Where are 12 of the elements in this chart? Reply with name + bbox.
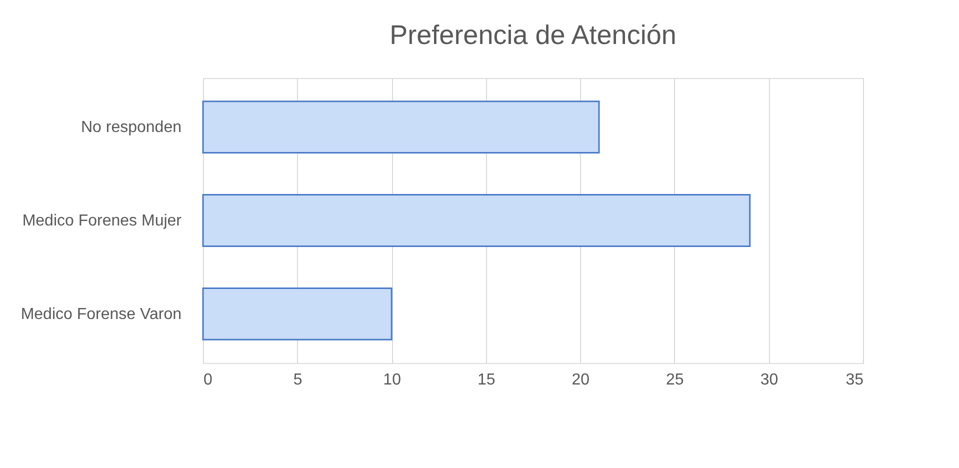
x-tick-label: 10 [383,372,402,388]
x-tick-label: 0 [204,372,212,388]
y-tick-label: Medico Forenes Mujer [22,212,182,230]
x-tick-label: 20 [572,372,590,388]
x-tick-label: 35 [846,372,864,388]
x-tick-label: 15 [477,372,496,388]
y-tick-label: Medico Forense Varon [20,306,182,323]
chart-title: Preferencia de Atención [390,20,676,50]
y-tick-label: No responden [80,119,182,136]
x-tick-label: 30 [760,372,778,388]
x-tick-label: 25 [666,372,684,388]
x-tick-label: 5 [293,372,302,388]
